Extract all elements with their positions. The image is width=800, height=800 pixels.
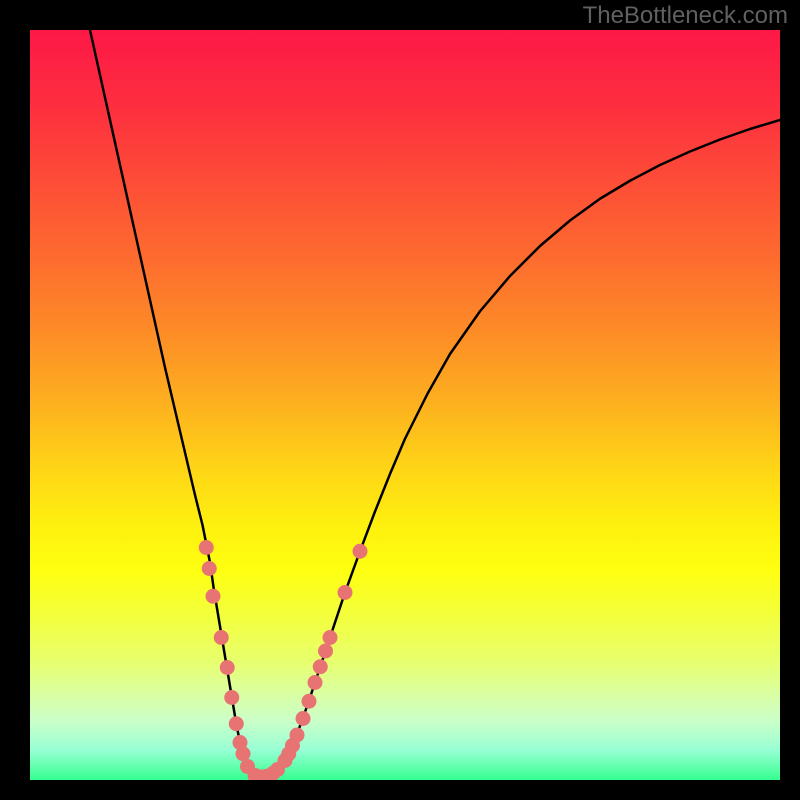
data-marker bbox=[206, 589, 221, 604]
data-marker bbox=[338, 585, 353, 600]
data-marker bbox=[202, 561, 217, 576]
data-marker bbox=[214, 630, 229, 645]
data-marker bbox=[308, 675, 323, 690]
data-marker bbox=[224, 690, 239, 705]
data-marker bbox=[313, 659, 328, 674]
data-marker bbox=[296, 711, 311, 726]
data-marker bbox=[236, 746, 251, 761]
chart-stage: TheBottleneck.com bbox=[0, 0, 800, 800]
bottleneck-chart bbox=[0, 0, 800, 800]
data-marker bbox=[302, 694, 317, 709]
watermark-text: TheBottleneck.com bbox=[583, 2, 788, 30]
data-marker bbox=[199, 540, 214, 555]
data-marker bbox=[220, 660, 235, 675]
data-marker bbox=[353, 544, 368, 559]
data-marker bbox=[323, 630, 338, 645]
data-marker bbox=[290, 728, 305, 743]
data-marker bbox=[318, 644, 333, 659]
data-marker bbox=[229, 716, 244, 731]
